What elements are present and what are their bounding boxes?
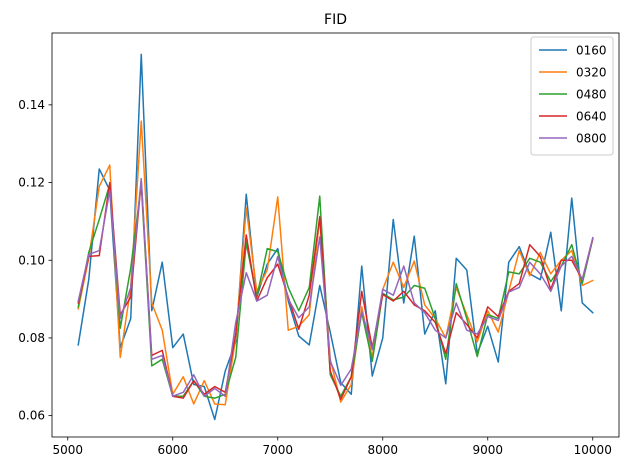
legend-label-0160: 0160 xyxy=(576,44,607,58)
y-tick-label: 0.12 xyxy=(18,176,45,190)
series-line-0640 xyxy=(77,179,594,401)
axes: 5000 6000 7000 8000 9000 10000 0.06 0.08 0.10 0.1… xyxy=(18,32,620,457)
x-tick-label: 10000 xyxy=(574,443,612,457)
legend-box xyxy=(530,36,614,156)
series-line-0160 xyxy=(77,53,594,421)
x-tick-label: 6000 xyxy=(157,443,188,457)
x-tick-label: 7000 xyxy=(262,443,293,457)
y-tick-label: 0.10 xyxy=(18,253,45,267)
x-tick-label: 5000 xyxy=(52,443,83,457)
series-line-0800 xyxy=(77,177,594,397)
legend-label-0640: 0640 xyxy=(576,110,607,124)
y-tick-label: 0.14 xyxy=(18,98,45,112)
x-tick-label: 9000 xyxy=(472,443,503,457)
legend: 0160 0320 0480 0640 0800 xyxy=(530,36,614,156)
series-line-0320 xyxy=(77,120,594,406)
plot-area xyxy=(77,53,594,421)
legend-label-0800: 0800 xyxy=(576,132,607,146)
legend-label-0320: 0320 xyxy=(576,66,607,80)
chart-title: FID xyxy=(324,12,347,28)
axes-frame xyxy=(51,32,620,438)
x-tick-label: 8000 xyxy=(367,443,398,457)
y-tick-label: 0.08 xyxy=(18,331,45,345)
legend-label-0480: 0480 xyxy=(576,88,607,102)
y-tick-label: 0.06 xyxy=(18,409,45,423)
